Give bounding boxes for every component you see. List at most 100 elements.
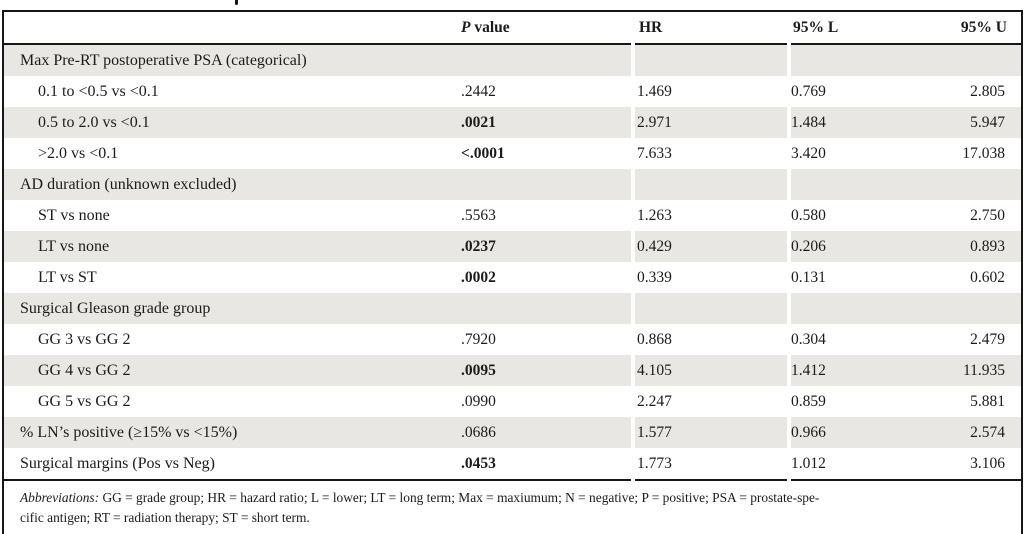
- hr-cell: 7.633: [631, 138, 789, 169]
- table-row: GG 4 vs GG 2 .0095 4.105 1.412 11.935: [3, 355, 1022, 386]
- hr-cell: 0.339: [631, 262, 789, 293]
- row-label-cell: GG 5 vs GG 2: [3, 386, 453, 417]
- ci-lower-cell: 0.131: [787, 262, 941, 293]
- ci-upper-cell: 17.038: [941, 138, 1022, 169]
- ci-lower-cell: 0.966: [787, 417, 941, 448]
- cropped-caption-fragment: [235, 0, 238, 5]
- row-label-cell: Max Pre-RT postoperative PSA (categorica…: [3, 44, 453, 76]
- header-row: P value HR 95% L 95% U: [3, 11, 1022, 45]
- hr-cell: 1.263: [631, 200, 789, 231]
- ci-lower-cell: 0.580: [787, 200, 941, 231]
- hr-cell: 2.971: [631, 107, 789, 138]
- row-label-cell: Surgical margins (Pos vs Neg): [3, 448, 453, 480]
- ci-upper-cell: [941, 169, 1022, 200]
- table-row: GG 3 vs GG 2 .7920 0.868 0.304 2.479: [3, 324, 1022, 355]
- p-value-cell: [453, 293, 633, 324]
- p-value-cell: .5563: [453, 200, 633, 231]
- table-row: LT vs none .0237 0.429 0.206 0.893: [3, 231, 1022, 262]
- row-label-cell: % LN’s positive (≥15% vs <15%): [3, 417, 453, 448]
- table-row: AD duration (unknown excluded): [3, 169, 1022, 200]
- p-value-cell: .0095: [453, 355, 633, 386]
- p-value-cell: .0002: [453, 262, 633, 293]
- hr-cell: 0.868: [631, 324, 789, 355]
- row-label-cell: LT vs ST: [3, 262, 453, 293]
- p-value-cell: .0237: [453, 231, 633, 262]
- header-p-value: P value: [453, 11, 633, 45]
- hr-cell: 1.773: [631, 448, 789, 480]
- table-footer: Abbreviations: GG = grade group; HR = ha…: [3, 478, 1022, 534]
- footnote-line-1-text: GG = grade group; HR = hazard ratio; L =…: [99, 490, 820, 505]
- hr-cell: 4.105: [631, 355, 789, 386]
- table-row: 0.1 to <0.5 vs <0.1 .2442 1.469 0.769 2.…: [3, 76, 1022, 107]
- ci-upper-cell: 2.479: [941, 324, 1022, 355]
- ci-lower-cell: 0.304: [787, 324, 941, 355]
- header-variable: [3, 11, 453, 45]
- row-label-cell: Surgical Gleason grade group: [3, 293, 453, 324]
- row-label-cell: AD duration (unknown excluded): [3, 169, 453, 200]
- row-label-cell: GG 3 vs GG 2: [3, 324, 453, 355]
- table-row: 0.5 to 2.0 vs <0.1 .0021 2.971 1.484 5.9…: [3, 107, 1022, 138]
- row-label-cell: 0.5 to 2.0 vs <0.1: [3, 107, 453, 138]
- ci-upper-cell: 2.750: [941, 200, 1022, 231]
- ci-lower-cell: 1.484: [787, 107, 941, 138]
- header-hr: HR: [633, 11, 789, 45]
- ci-lower-cell: 1.412: [787, 355, 941, 386]
- hr-cell: 1.577: [631, 417, 789, 448]
- ci-upper-cell: 2.574: [941, 417, 1022, 448]
- header-p-italic: P: [461, 18, 471, 36]
- table-row: Surgical margins (Pos vs Neg) .0453 1.77…: [3, 448, 1022, 480]
- p-value-cell: .7920: [453, 324, 633, 355]
- header-ci-lower: 95% L: [789, 11, 941, 45]
- abbreviations-label: Abbreviations:: [20, 490, 100, 505]
- ci-lower-cell: 0.769: [787, 76, 941, 107]
- ci-lower-cell: 1.012: [787, 448, 941, 480]
- table-header: P value HR 95% L 95% U: [3, 11, 1022, 45]
- p-value-cell: [453, 44, 633, 76]
- table-row: Max Pre-RT postoperative PSA (categorica…: [3, 44, 1022, 76]
- ci-lower-cell: 3.420: [787, 138, 941, 169]
- table-body: Max Pre-RT postoperative PSA (categorica…: [3, 44, 1022, 480]
- footnote-row: Abbreviations: GG = grade group; HR = ha…: [3, 478, 1022, 534]
- p-value-cell: .0686: [453, 417, 633, 448]
- p-value-cell: [453, 169, 633, 200]
- ci-upper-cell: 5.881: [941, 386, 1022, 417]
- hr-cell: [631, 169, 789, 200]
- p-value-cell: .0453: [453, 448, 633, 480]
- ci-upper-cell: [941, 293, 1022, 324]
- table-row: GG 5 vs GG 2 .0990 2.247 0.859 5.881: [3, 386, 1022, 417]
- ci-lower-cell: [787, 293, 941, 324]
- table-row: ST vs none .5563 1.263 0.580 2.750: [3, 200, 1022, 231]
- header-p-rest: value: [470, 18, 510, 36]
- table-row: LT vs ST .0002 0.339 0.131 0.602: [3, 262, 1022, 293]
- footnote-line-1: Abbreviations: GG = grade group; HR = ha…: [20, 490, 819, 505]
- p-value-cell: <.0001: [453, 138, 633, 169]
- table-row: % LN’s positive (≥15% vs <15%) .0686 1.5…: [3, 417, 1022, 448]
- ci-upper-cell: 0.602: [941, 262, 1022, 293]
- ci-upper-cell: 11.935: [941, 355, 1022, 386]
- ci-lower-cell: 0.859: [787, 386, 941, 417]
- ci-upper-cell: 2.805: [941, 76, 1022, 107]
- table-row: Surgical Gleason grade group: [3, 293, 1022, 324]
- p-value-cell: .0990: [453, 386, 633, 417]
- hr-cell: [631, 44, 789, 76]
- row-label-cell: LT vs none: [3, 231, 453, 262]
- multivariable-results-table: P value HR 95% L 95% U Max Pre-RT postop…: [2, 10, 1023, 534]
- ci-upper-cell: 5.947: [941, 107, 1022, 138]
- hr-cell: [631, 293, 789, 324]
- row-label-cell: GG 4 vs GG 2: [3, 355, 453, 386]
- ci-upper-cell: 0.893: [941, 231, 1022, 262]
- hr-cell: 2.247: [631, 386, 789, 417]
- header-ci-upper: 95% U: [941, 11, 1022, 45]
- row-label-cell: ST vs none: [3, 200, 453, 231]
- ci-lower-cell: [787, 169, 941, 200]
- ci-upper-cell: 3.106: [941, 448, 1022, 480]
- row-label-cell: 0.1 to <0.5 vs <0.1: [3, 76, 453, 107]
- ci-lower-cell: [787, 44, 941, 76]
- footnote-line-2: cific antigen; RT = radiation therapy; S…: [20, 510, 310, 526]
- hr-cell: 1.469: [631, 76, 789, 107]
- ci-lower-cell: 0.206: [787, 231, 941, 262]
- footnote-cell: Abbreviations: GG = grade group; HR = ha…: [3, 478, 1022, 534]
- p-value-cell: .2442: [453, 76, 633, 107]
- ci-upper-cell: [941, 44, 1022, 76]
